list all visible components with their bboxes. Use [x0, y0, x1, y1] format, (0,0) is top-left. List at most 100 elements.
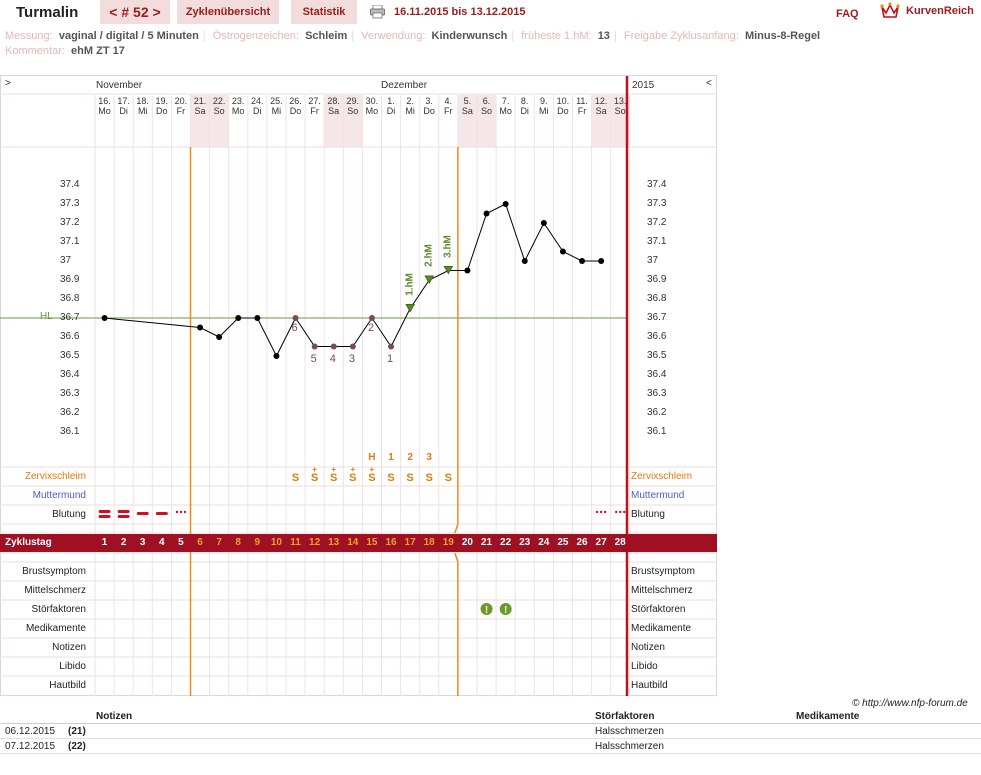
y-tick-label: 36.7 [60, 312, 80, 323]
weekend-shade [209, 95, 229, 147]
weekday-label: Fr [444, 106, 453, 116]
table-row-disturbance: Halsschmerzen [595, 741, 664, 752]
weekend-shade [190, 95, 210, 147]
cycle-day-number: 22 [500, 537, 512, 548]
date-label: 18. [136, 96, 149, 106]
weekday-label: Sa [595, 106, 607, 116]
cycle-day-number: 23 [519, 537, 531, 548]
cycle-day-number: 5 [178, 537, 184, 548]
cycle-day-number: 17 [404, 537, 416, 548]
date-label: 27. [308, 96, 321, 106]
row-label-lower-right: Störfaktoren [631, 604, 686, 615]
bleeding-mark-heavy [98, 510, 111, 513]
cycle-nav-button[interactable]: < # 52 > [100, 0, 170, 24]
temperature-point [311, 343, 318, 350]
y-tick-label: 37.3 [60, 198, 80, 209]
row-label-bleeding-right: Blutung [631, 509, 665, 520]
low-level-label: 2 [367, 322, 375, 334]
comment-label: Kommentar: [5, 45, 65, 57]
y-tick-label-right: 37.4 [647, 179, 667, 190]
y-tick-label: 36.4 [60, 369, 80, 380]
bleeding-mark-heavy [117, 515, 130, 518]
high-measure-label: 2.hM [423, 244, 435, 267]
weekend-shade [343, 95, 363, 147]
mucus-plus-mark: + [312, 465, 317, 474]
y-tick-label: 36.2 [60, 407, 80, 418]
tab-cycle-overview[interactable]: Zyklenübersicht [177, 0, 279, 24]
table-row-date: 07.12.2015 [5, 741, 56, 752]
mucus-plus-mark: + [331, 465, 337, 474]
temperature-point [235, 315, 242, 321]
high-measure-label: 3.hM [442, 234, 454, 258]
peak-label: 2 [407, 452, 413, 463]
date-label: 22. [212, 96, 226, 106]
cycle-day-number: 8 [235, 537, 241, 548]
nav-left-button[interactable]: > [5, 78, 11, 89]
mucus-symbol: S [368, 472, 376, 484]
cycle-day-number: 10 [270, 537, 282, 548]
cycle-day-number: 14 [347, 537, 359, 548]
peak-label: 3 [426, 452, 432, 463]
row-label-lower: Medikamente [25, 623, 86, 634]
cycle-day-number: 20 [461, 537, 473, 548]
measurement-info: Messung: vaginal / digital / 5 Minuten | … [5, 30, 821, 42]
cycle-period: 16.11.2015 bis 13.12.2015 [394, 6, 526, 18]
disturbance-icon-mark: ! [504, 605, 507, 616]
logo-text[interactable]: KurvenReich [906, 5, 974, 17]
col-header-disturbances: Störfaktoren [595, 711, 655, 722]
phase-line-slant [454, 523, 459, 534]
bleeding-mark [136, 512, 149, 515]
weekday-label: So [614, 106, 626, 116]
y-tick-label-right: 36.6 [647, 331, 667, 342]
print-icon[interactable] [370, 4, 385, 19]
tab-statistics[interactable]: Statistik [291, 0, 357, 24]
y-tick-label: 36.1 [60, 426, 80, 437]
earliest-hm-value: 13 [597, 30, 610, 42]
cycle-day-number: 1 [101, 537, 108, 548]
cycle-day-number: 18 [423, 537, 435, 548]
cycle-day-number: 21 [480, 537, 493, 548]
cycle-day-title: Zyklustag [5, 537, 52, 548]
date-label: 25. [270, 96, 283, 106]
y-tick-label: 37.1 [60, 236, 80, 247]
weekday-label: Di [520, 106, 529, 116]
weekday-label: Fr [310, 106, 319, 116]
cycle-day-number: 27 [595, 537, 607, 548]
date-label: 30. [365, 96, 379, 106]
crown-logo-icon[interactable] [880, 2, 900, 20]
weekday-label: Di [253, 106, 262, 116]
date-label: 29. [346, 96, 360, 106]
date-label: 17. [117, 96, 130, 106]
date-label: 13. [613, 96, 627, 106]
y-tick-label-right: 36.4 [647, 369, 667, 380]
row-label-lower: Notizen [52, 642, 86, 653]
temperature-point [101, 315, 108, 321]
cycle-start-label: Freigabe Zyklusanfang: [623, 30, 739, 42]
y-tick-label-right: 36.2 [647, 407, 667, 418]
date-label: 23. [231, 96, 245, 106]
y-tick-label-right: 36.3 [647, 388, 667, 399]
weekday-label: Fr [176, 106, 186, 116]
date-label: 3. [425, 96, 433, 106]
mucus-symbol: S [387, 472, 395, 484]
faq-link[interactable]: FAQ [836, 8, 859, 20]
row-label-lower-right: Medikamente [631, 623, 692, 634]
date-label: 28. [327, 96, 340, 106]
temperature-point [254, 315, 261, 321]
weekend-shade [591, 95, 611, 147]
cycle-day-number: 28 [614, 537, 626, 548]
col-header-medication: Medikamente [796, 711, 860, 722]
peak-label: 1 [388, 452, 394, 463]
cycle-day-number: 16 [385, 537, 397, 548]
cycle-day-number: 26 [576, 537, 588, 548]
row-label-lower: Brustsymptom [22, 566, 86, 577]
bleeding-spot [599, 510, 603, 514]
mucus-plus-mark: + [350, 465, 356, 474]
comment-info: Kommentar: ehM ZT 17 [5, 45, 125, 57]
weekday-label: Di [119, 106, 128, 116]
nav-right-button[interactable]: < [706, 78, 712, 89]
weekday-label: Mo [231, 106, 245, 116]
weekday-label: Do [423, 106, 435, 116]
weekday-label: So [347, 106, 359, 116]
y-tick-label: 36.6 [60, 331, 80, 342]
